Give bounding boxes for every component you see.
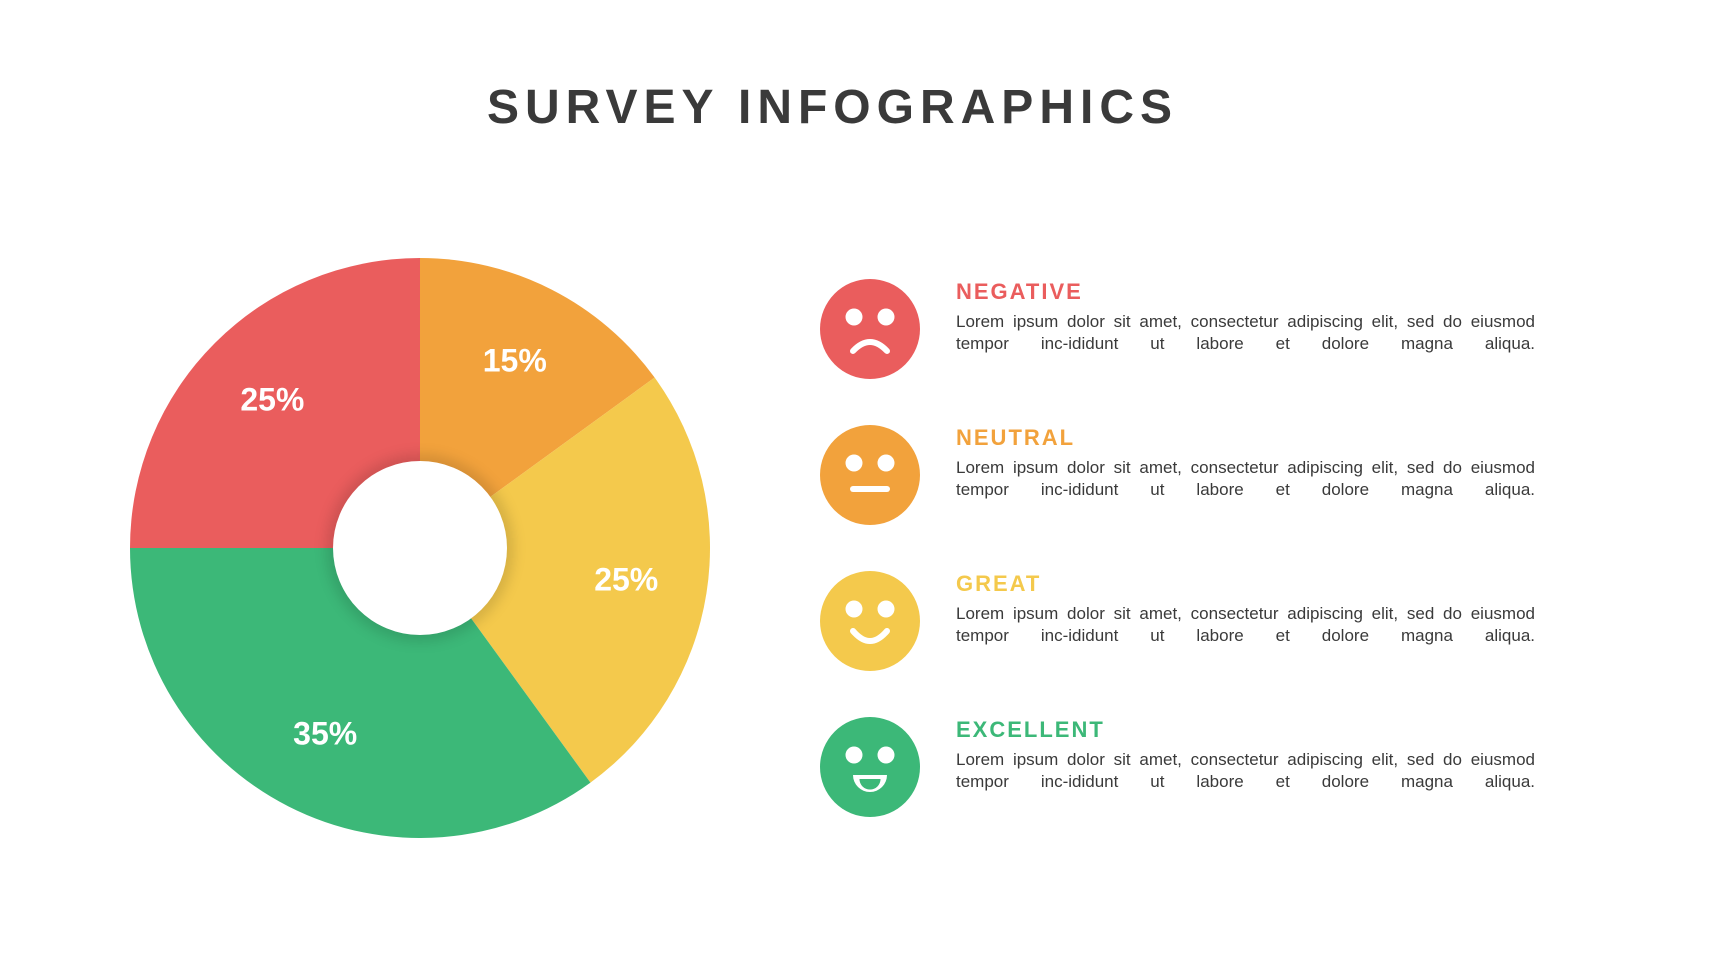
donut-chart: 15% 25% 35% 25% [130,258,710,838]
sad-face-icon [820,279,920,379]
legend-desc: Lorem ipsum dolor sit amet, consectetur … [956,457,1535,503]
legend-desc: Lorem ipsum dolor sit amet, consectetur … [956,749,1535,795]
legend-label: NEGATIVE [956,279,1535,305]
legend-label: GREAT [956,571,1535,597]
legend-item-neutral: NEUTRAL Lorem ipsum dolor sit amet, conse… [820,425,1535,525]
infographic-page: SURVEY INFOGRAPHICS 15% 25% 35% 25% NEGATIV… [0,0,1715,980]
legend-desc: Lorem ipsum dolor sit amet, consectetur … [956,311,1535,357]
legend-text: EXCELLENT Lorem ipsum dolor sit amet, con… [956,717,1535,795]
legend-label: NEUTRAL [956,425,1535,451]
legend-label: EXCELLENT [956,717,1535,743]
legend-text: GREAT Lorem ipsum dolor sit amet, consect… [956,571,1535,649]
legend: NEGATIVE Lorem ipsum dolor sit amet, cons… [820,279,1535,817]
page-title: SURVEY INFOGRAPHICS [130,80,1535,135]
legend-text: NEUTRAL Lorem ipsum dolor sit amet, conse… [956,425,1535,503]
content-row: 15% 25% 35% 25% NEGATIVE Lorem ipsum dolor s… [130,195,1535,900]
legend-item-negative: NEGATIVE Lorem ipsum dolor sit amet, cons… [820,279,1535,379]
donut-slice-label-negative: 25% [240,381,304,418]
legend-desc: Lorem ipsum dolor sit amet, consectetur … [956,603,1535,649]
neutral-face-icon [820,425,920,525]
grin-face-icon [820,717,920,817]
legend-item-excellent: EXCELLENT Lorem ipsum dolor sit amet, con… [820,717,1535,817]
donut-slice-label-neutral: 15% [483,343,547,380]
legend-text: NEGATIVE Lorem ipsum dolor sit amet, cons… [956,279,1535,357]
donut-slice-label-excellent: 35% [293,715,357,752]
donut-slice-label-great: 25% [594,562,658,599]
donut-hole [333,461,507,635]
legend-item-great: GREAT Lorem ipsum dolor sit amet, consect… [820,571,1535,671]
smile-face-icon [820,571,920,671]
